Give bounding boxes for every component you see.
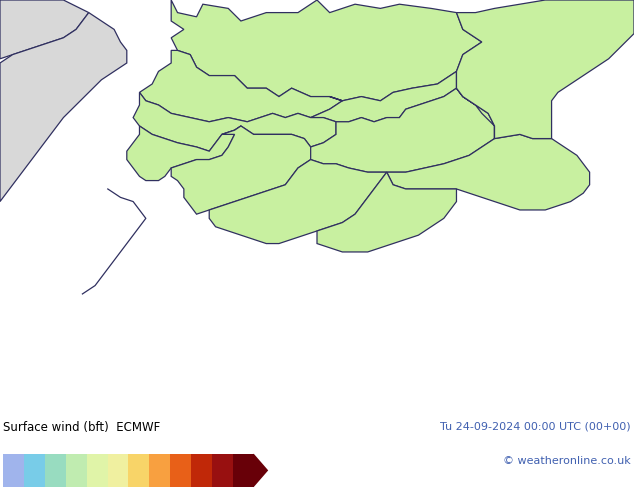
Text: Surface wind (bft)  ECMWF: Surface wind (bft) ECMWF	[3, 421, 160, 434]
Bar	[24, 454, 45, 487]
Bar	[108, 454, 128, 487]
Bar	[45, 454, 66, 487]
Polygon shape	[456, 0, 634, 139]
Polygon shape	[254, 454, 268, 487]
Bar	[170, 454, 191, 487]
Bar	[191, 454, 212, 487]
Polygon shape	[317, 172, 456, 252]
Polygon shape	[209, 88, 495, 172]
Text: © weatheronline.co.uk: © weatheronline.co.uk	[503, 456, 631, 466]
Bar	[87, 454, 108, 487]
Polygon shape	[0, 13, 127, 201]
Polygon shape	[387, 88, 590, 210]
Text: Tu 24-09-2024 00:00 UTC (00+00): Tu 24-09-2024 00:00 UTC (00+00)	[440, 421, 631, 431]
Polygon shape	[209, 160, 387, 244]
Bar	[66, 454, 87, 487]
Bar	[128, 454, 149, 487]
Polygon shape	[127, 126, 241, 181]
Polygon shape	[311, 72, 456, 122]
Bar	[3, 454, 24, 487]
Polygon shape	[133, 93, 336, 155]
Polygon shape	[171, 0, 482, 101]
Bar	[212, 454, 233, 487]
Polygon shape	[139, 50, 342, 122]
Bar	[149, 454, 170, 487]
Polygon shape	[171, 126, 311, 214]
Bar	[233, 454, 254, 487]
Polygon shape	[0, 0, 89, 59]
